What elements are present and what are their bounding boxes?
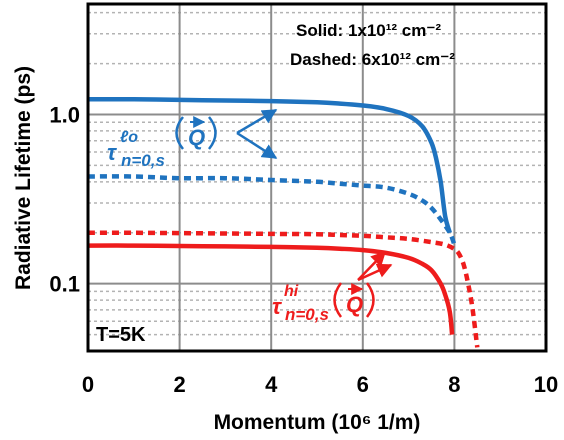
tau-hi-superscript: hi — [284, 283, 299, 300]
tau-hi-pointer-up — [357, 250, 387, 281]
tau-lo-q: Q — [188, 125, 205, 150]
tau-hi-label: τ — [272, 294, 282, 319]
tau-lo-subscript: n=0,s — [121, 151, 165, 170]
tau-lo-label: τ — [107, 140, 117, 165]
tau-hi-pointer-down — [357, 263, 393, 282]
tau-hi-q: Q — [346, 292, 363, 317]
x-axis-label: Momentum (10⁶ 1/m) — [214, 411, 421, 434]
y-tick-labels: 0.1 1.0 — [49, 103, 80, 297]
x-tick-label: 8 — [448, 372, 460, 397]
series-line-3 — [88, 230, 480, 348]
tau-hi-paren-right — [365, 282, 375, 318]
tau-hi-annotation: τ hi n=0,s Q — [272, 250, 393, 324]
tau-lo-annotation: τ ℓo n=0,s Q — [107, 108, 278, 170]
tau-lo-paren-right — [208, 116, 217, 150]
x-tick-label: 2 — [173, 372, 185, 397]
tau-lo-superscript: ℓo — [120, 129, 138, 146]
temperature-label: T=5K — [96, 324, 146, 346]
x-tick-labels: 0 2 4 6 8 10 — [82, 372, 558, 397]
solid-legend-note: Solid: 1x10¹² cm⁻² — [296, 21, 441, 40]
x-tick-label: 0 — [82, 372, 94, 397]
x-tick-label: 6 — [357, 372, 369, 397]
y-tick-label: 1.0 — [49, 103, 80, 128]
x-tick-label: 10 — [534, 372, 558, 397]
tau-hi-paren-left — [333, 282, 343, 318]
y-axis-label: Radiative Lifetime (ps) — [12, 66, 35, 290]
tau-lo-pointer-down — [236, 131, 278, 160]
dashed-legend-note: Dashed: 6x10¹² cm⁻² — [290, 50, 455, 69]
series-line-0 — [88, 97, 452, 234]
plot-frame — [86, 2, 548, 353]
y-tick-label: 0.1 — [49, 272, 80, 297]
tau-lo-paren-left — [175, 116, 184, 150]
tau-hi-subscript: n=0,s — [285, 305, 329, 324]
x-tick-label: 4 — [265, 372, 278, 397]
tau-lo-pointer-up — [236, 108, 278, 135]
